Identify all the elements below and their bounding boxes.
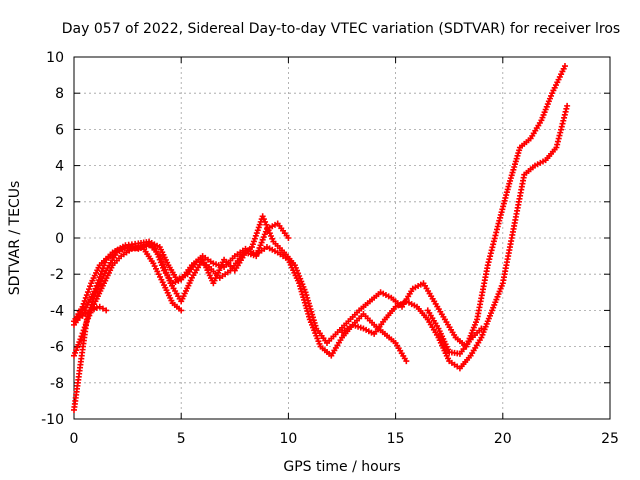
y-tick-label: 2 — [55, 195, 64, 211]
data-point — [96, 303, 103, 310]
data-point — [79, 303, 86, 310]
y-tick-label: -8 — [50, 376, 64, 392]
x-axis-title: GPS time / hours — [283, 459, 400, 475]
y-tick-label: -10 — [41, 412, 64, 428]
trace-marker — [95, 276, 102, 283]
data-point — [285, 235, 292, 241]
y-tick-label: 8 — [55, 86, 64, 102]
trace-marker — [268, 232, 275, 239]
x-tick-label: 0 — [70, 431, 79, 447]
series-5 — [71, 244, 185, 359]
trace-marker — [260, 216, 267, 223]
trace-marker — [99, 305, 106, 312]
series-3 — [71, 220, 292, 328]
data-point — [259, 213, 266, 220]
y-tick-label: 4 — [55, 159, 64, 175]
trace-marker — [266, 230, 273, 237]
trace-marker — [83, 292, 90, 299]
trace-marker — [97, 271, 104, 278]
trace-marker — [79, 330, 86, 337]
trace-marker — [87, 283, 94, 290]
x-tick-label: 20 — [494, 431, 512, 447]
data-points — [71, 63, 571, 413]
x-tick-label: 25 — [601, 431, 619, 447]
y-tick-label: 0 — [55, 231, 64, 247]
x-tick-label: 15 — [387, 431, 405, 447]
series-7 — [424, 307, 485, 357]
trace-marker — [78, 333, 85, 340]
trace-marker — [102, 259, 109, 266]
data-point — [564, 102, 571, 109]
trace-marker — [269, 235, 276, 242]
x-tick-labels: 0 5 10 15 20 25 — [70, 431, 619, 447]
data-point — [403, 358, 410, 365]
trace-marker — [82, 294, 89, 301]
x-tick-label: 10 — [279, 431, 297, 447]
y-tick-label: 6 — [55, 122, 64, 138]
data-point — [77, 336, 84, 343]
data-point — [178, 307, 185, 314]
y-tick-label: -6 — [50, 340, 64, 356]
trace-marker — [93, 282, 100, 289]
series-1 — [71, 102, 571, 413]
trace-marker — [94, 279, 101, 286]
data-point — [561, 63, 568, 70]
y-tick-label: 10 — [46, 50, 64, 66]
trace-marker — [80, 327, 87, 334]
trace-marker — [84, 289, 91, 296]
trace-marker — [81, 297, 88, 304]
data-point — [92, 285, 99, 292]
data-point — [478, 325, 485, 332]
series-2 — [71, 63, 568, 350]
data-point — [103, 307, 110, 314]
y-axis-title: SDTVAR / TECUs — [7, 181, 23, 296]
y-tick-label: -2 — [50, 267, 64, 283]
trace-marker — [99, 265, 106, 272]
trace-marker — [81, 324, 88, 331]
x-tick-label: 5 — [177, 431, 186, 447]
trace-marker — [262, 218, 269, 225]
trace-marker — [86, 286, 93, 293]
grid — [74, 57, 610, 419]
trace-marker — [96, 274, 103, 281]
trace-marker — [82, 321, 89, 328]
chart-title: Day 057 of 2022, Sidereal Day-to-day VTE… — [62, 21, 620, 37]
trace-marker — [101, 262, 108, 269]
trace-marker — [98, 268, 105, 275]
series-6 — [339, 311, 410, 365]
trace-marker — [80, 300, 87, 307]
y-tick-label: -4 — [50, 303, 64, 319]
y-tick-labels: -10 -8 -6 -4 -2 0 2 4 6 8 10 — [41, 50, 64, 428]
